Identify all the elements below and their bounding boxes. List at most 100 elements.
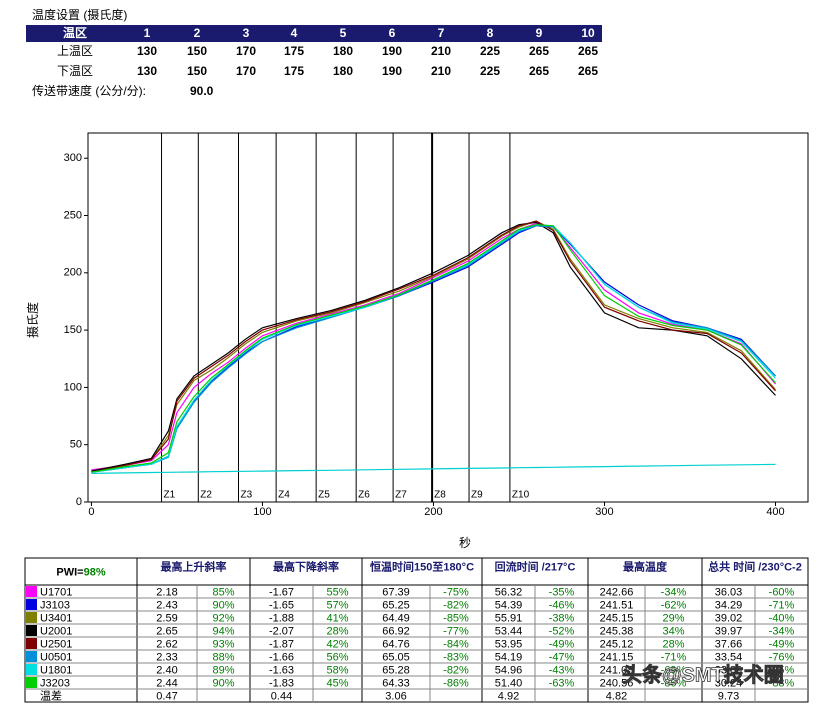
value-cell: -1.67 [269,586,294,598]
percent-cell: 55% [326,586,348,598]
setpoint: 265 [578,64,598,78]
percent-cell: -85% [443,612,469,624]
series-line [91,224,776,473]
setpoint: 130 [137,44,157,58]
percent-cell: -71% [661,651,687,663]
speed-label: 传送带速度 (公分/分): [32,83,146,98]
zone-number: 3 [243,26,250,40]
legend-swatch [26,586,37,597]
zone-number: 6 [389,26,396,40]
setpoint: 210 [431,44,451,58]
percent-cell: -49% [769,638,795,650]
x-tick-label: 300 [595,506,613,518]
percent-cell: -82% [443,599,469,611]
percent-cell: -69% [661,664,687,676]
value-cell: -1.87 [269,638,294,650]
y-tick-label: 150 [64,324,82,336]
setpoint: 190 [382,64,402,78]
zone-number: 4 [291,26,298,40]
percent-cell: 28% [326,625,348,637]
probe-name: U0501 [40,651,72,663]
y-tick-label: 300 [64,152,82,164]
percent-cell: -34% [769,625,795,637]
setpoint: 175 [284,44,304,58]
x-axis-label: 秒 [459,536,471,550]
probe-name: U1801 [40,664,72,676]
value-cell: 54.19 [495,651,523,663]
stats-header: 总共 时间 /230°C-2 [708,559,802,573]
value-cell: 2.40 [156,664,177,676]
value-cell: 2.59 [156,612,177,624]
probe-name: U1701 [40,586,72,598]
value-cell: -1.65 [269,599,294,611]
setpoint: 210 [431,64,451,78]
setpoint: 170 [236,44,256,58]
value-cell: 65.25 [382,599,410,611]
value-cell: 66.92 [382,625,410,637]
y-tick-label: 0 [76,496,82,508]
x-tick-label: 0 [88,506,94,518]
percent-cell: -43% [549,664,575,676]
legend-swatch [26,638,37,649]
value-cell: 64.76 [382,638,410,650]
value-cell: 53.44 [495,625,523,637]
percent-cell: -38% [549,612,575,624]
zone-label: Z6 [358,490,370,501]
setpoint: 150 [187,64,207,78]
speed-value: 90.0 [190,84,214,98]
pwi-header: PWI=98% [56,566,105,578]
value-cell: 39.02 [715,612,743,624]
value-cell: 36.03 [715,586,743,598]
plot-frame [87,132,809,503]
diff-cell: 0.44 [271,690,292,702]
zone-number: 2 [194,26,201,40]
percent-cell: -47% [549,651,575,663]
zone-header: 温区 [63,26,87,40]
value-cell: 64.33 [382,677,410,689]
x-tick-label: 100 [253,506,271,518]
value-cell: -1.88 [269,612,294,624]
series-line [91,225,776,473]
value-cell: 65.05 [382,651,410,663]
percent-cell: -49% [549,638,575,650]
value-cell: 245.38 [600,625,634,637]
setpoint: 170 [236,64,256,78]
value-cell: 242.66 [600,586,634,598]
zone-label: Z9 [471,490,483,501]
value-cell: 241.15 [600,651,634,663]
percent-cell: 92% [212,612,234,624]
percent-cell: 94% [212,625,234,637]
value-cell: -2.07 [269,625,294,637]
value-cell: 245.12 [600,638,634,650]
value-cell: 2.62 [156,638,177,650]
setpoint: 175 [284,64,304,78]
diff-cell: 3.06 [385,690,406,702]
percent-cell: 29% [662,612,684,624]
legend-swatch [26,664,37,675]
pwi-label: PWI= [56,566,83,578]
y-tick-label: 50 [70,439,82,451]
zone-number: 8 [487,26,494,40]
zone-label: Z5 [318,490,330,501]
y-tick-label: 250 [64,209,82,221]
probe-name: J3103 [40,599,70,611]
percent-cell: 88% [212,651,234,663]
x-tick-label: 200 [424,506,442,518]
stats-header: 回流时间 /217°C [495,559,576,573]
setpoint: 265 [578,44,598,58]
setpoint: 150 [187,44,207,58]
value-cell: 51.40 [495,677,523,689]
percent-cell: 90% [212,677,234,689]
series-line [91,222,776,471]
zone-label: Z8 [434,490,446,501]
zone-number: 7 [438,26,445,40]
series-line [91,463,776,474]
value-cell: 55.91 [495,612,523,624]
stats-header: 最高下降斜率 [273,559,339,573]
diff-cell: 0.47 [156,690,177,702]
percent-cell: 57% [326,599,348,611]
value-cell: -1.63 [269,664,294,676]
value-cell: 67.39 [382,586,410,598]
percent-cell: -71% [769,599,795,611]
